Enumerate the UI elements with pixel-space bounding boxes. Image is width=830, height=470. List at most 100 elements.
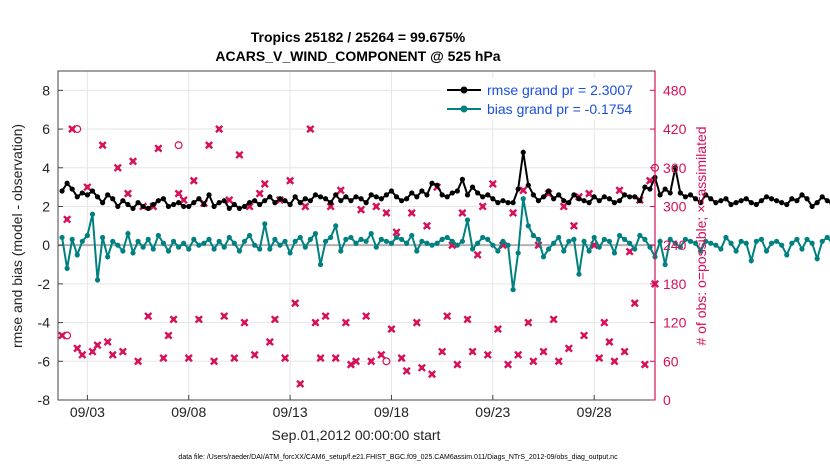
- obs-x-center: [100, 142, 105, 148]
- obs-x-center: [161, 355, 166, 361]
- obs-assimilated-marker: [83, 183, 92, 192]
- obs-assimilated-marker: [468, 347, 477, 356]
- rmse-point: [363, 200, 369, 206]
- obs-assimilated-marker: [184, 354, 193, 363]
- obs-x-center: [206, 142, 212, 148]
- bias-point: [160, 240, 167, 246]
- bias-point: [728, 240, 734, 246]
- bias-point: [252, 242, 258, 248]
- rmse-point: [322, 196, 329, 202]
- rmse-point: [84, 192, 90, 198]
- obs-x-center: [95, 342, 100, 348]
- bias-point: [373, 244, 379, 250]
- rmse-point: [236, 205, 243, 212]
- obs-assimilated-marker: [194, 315, 203, 324]
- obs-x-center: [272, 317, 278, 322]
- rmse-point: [120, 198, 126, 204]
- obs-assimilated-marker: [524, 318, 533, 327]
- bias-point: [267, 246, 273, 252]
- obs-assimilated-marker: [296, 379, 305, 388]
- rmse-point: [211, 203, 217, 210]
- rmse-point: [763, 194, 770, 200]
- bias-point: [616, 232, 623, 239]
- bias-point: [469, 246, 476, 252]
- obs-assimilated-marker: [367, 357, 376, 366]
- obs-x-center: [505, 362, 511, 367]
- obs-x-center: [526, 320, 531, 325]
- rmse-point: [748, 200, 754, 206]
- rmse-point: [733, 200, 739, 206]
- rmse-point: [627, 194, 633, 200]
- bias-point: [358, 236, 364, 242]
- bias-point: [454, 242, 460, 248]
- x-tick-label: 09/18: [374, 404, 409, 420]
- bias-point: [363, 238, 369, 244]
- rmse-point: [708, 196, 714, 202]
- observation-counts-layer: [58, 125, 660, 388]
- rmse-point: [79, 190, 85, 196]
- obs-x-center: [531, 359, 536, 364]
- rmse-point: [69, 186, 75, 192]
- obs-x-center: [287, 178, 293, 183]
- rmse-point: [414, 194, 420, 200]
- bias-point: [130, 250, 136, 256]
- y-left-tick-label: 8: [42, 82, 50, 98]
- obs-x-center: [115, 165, 121, 170]
- bias-point: [84, 232, 90, 239]
- obs-x-center: [211, 359, 217, 364]
- bias-point: [120, 248, 126, 254]
- rmse-point: [252, 198, 258, 204]
- obs-assimilated-marker: [301, 202, 310, 211]
- bias-point: [804, 236, 810, 242]
- rmse-point: [297, 200, 303, 206]
- obs-x-center: [69, 126, 75, 132]
- obs-assimilated-marker: [98, 141, 107, 150]
- obs-assimilated-marker: [554, 357, 563, 366]
- obs-assimilated-marker: [443, 312, 452, 321]
- rmse-point: [140, 203, 146, 210]
- bias-point: [637, 232, 643, 239]
- obs-assimilated-marker: [215, 125, 224, 134]
- rmse-point: [530, 192, 536, 198]
- rmse-point: [540, 194, 547, 200]
- bias-point: [500, 238, 506, 244]
- obs-x-center: [252, 352, 257, 358]
- rmse-point: [267, 194, 273, 200]
- obs-x-center: [303, 204, 308, 209]
- rmse-point: [515, 186, 521, 192]
- obs-x-center: [292, 301, 298, 306]
- obs-x-center: [490, 181, 496, 187]
- obs-x-center: [237, 152, 242, 158]
- rmse-point: [505, 200, 511, 206]
- bias-point: [343, 236, 349, 242]
- obs-assimilated-marker: [103, 337, 112, 346]
- bias-point: [201, 240, 207, 246]
- obs-x-center: [510, 210, 516, 216]
- obs-assimilated-marker: [427, 370, 437, 379]
- bias-point: [444, 234, 450, 241]
- legend-rmse-marker: [460, 86, 468, 94]
- obs-assimilated-marker: [210, 357, 219, 366]
- rmse-point: [99, 200, 106, 206]
- bias-point: [621, 236, 628, 242]
- bias-point: [170, 238, 177, 244]
- obs-x-center: [257, 191, 262, 196]
- obs-assimilated-marker: [174, 189, 183, 198]
- obs-x-center: [445, 313, 450, 319]
- bias-point: [459, 238, 466, 244]
- rmse-point: [186, 203, 192, 210]
- obs-x-center: [110, 352, 115, 358]
- obs-x-center: [85, 184, 90, 190]
- rmse-point: [789, 196, 795, 202]
- rmse-point: [581, 198, 587, 204]
- obs-x-center: [409, 210, 414, 216]
- obs-assimilated-marker: [493, 324, 502, 334]
- bias-point: [59, 234, 65, 241]
- rmse-point: [277, 196, 283, 202]
- bias-point: [409, 232, 415, 239]
- rmse-point: [687, 192, 694, 198]
- obs-assimilated-marker: [144, 312, 153, 321]
- rmse-point: [758, 198, 765, 204]
- rmse-point: [64, 180, 70, 186]
- bias-point: [733, 248, 739, 254]
